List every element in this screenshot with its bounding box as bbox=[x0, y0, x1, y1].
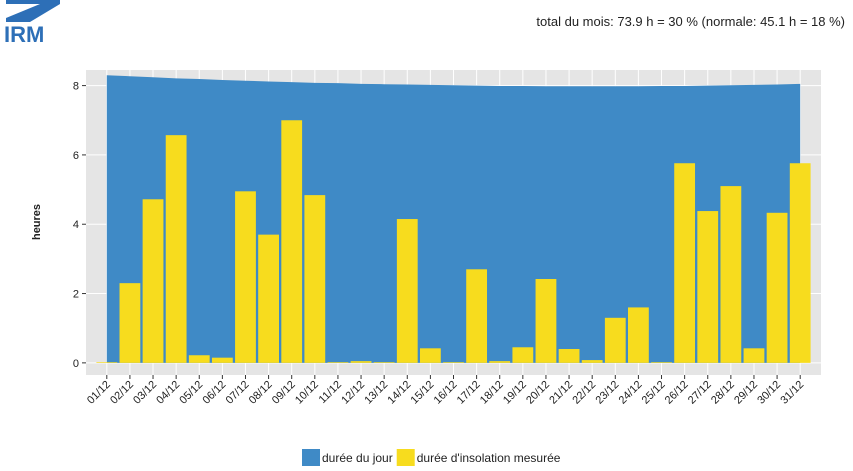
x-tick-label: 11/12 bbox=[317, 379, 344, 406]
bar bbox=[466, 269, 488, 363]
y-tick-label: 4 bbox=[73, 219, 79, 231]
x-tick-label: 27/12 bbox=[686, 379, 714, 407]
bar bbox=[512, 347, 534, 363]
bar bbox=[535, 278, 557, 363]
x-tick-label: 17/12 bbox=[455, 379, 483, 407]
bar bbox=[558, 349, 580, 363]
bar bbox=[443, 362, 464, 363]
bar bbox=[674, 163, 696, 363]
x-tick-label: 13/12 bbox=[362, 379, 390, 407]
bar bbox=[628, 307, 649, 363]
legend-label: durée du jour bbox=[322, 451, 393, 465]
legend-swatch bbox=[396, 449, 415, 466]
y-tick-label: 0 bbox=[73, 358, 79, 370]
x-tick-label: 15/12 bbox=[409, 379, 437, 407]
bar bbox=[651, 362, 672, 363]
bar bbox=[697, 211, 719, 363]
x-tick-label: 21/12 bbox=[547, 379, 575, 407]
bar bbox=[743, 348, 765, 363]
x-tick-label: 07/12 bbox=[224, 379, 252, 407]
bar bbox=[581, 360, 603, 363]
x-tick-label: 05/12 bbox=[177, 379, 205, 407]
legend-label: durée d'insolation mesurée bbox=[417, 451, 561, 465]
x-tick-label: 31/12 bbox=[778, 379, 806, 407]
legend-swatch bbox=[302, 449, 320, 466]
x-tick-label: 08/12 bbox=[247, 379, 275, 407]
x-tick-label: 06/12 bbox=[201, 379, 229, 407]
bar bbox=[304, 195, 326, 363]
x-tick-label: 09/12 bbox=[270, 379, 298, 407]
bar bbox=[96, 362, 118, 363]
x-tick-label: 29/12 bbox=[732, 379, 760, 407]
y-axis-label: heures bbox=[31, 204, 43, 240]
x-tick-label: 12/12 bbox=[339, 379, 367, 407]
x-tick-label: 16/12 bbox=[432, 379, 460, 407]
x-tick-label: 03/12 bbox=[131, 379, 159, 407]
bar bbox=[350, 361, 372, 363]
bar bbox=[604, 317, 626, 363]
logo-text: IRM bbox=[4, 22, 44, 47]
x-tick-label: 19/12 bbox=[501, 379, 529, 407]
bar bbox=[142, 199, 164, 363]
bar bbox=[188, 355, 210, 363]
bar bbox=[281, 120, 303, 363]
bar bbox=[720, 186, 742, 363]
x-tick-label: 18/12 bbox=[478, 379, 506, 407]
bar bbox=[396, 219, 418, 363]
bar bbox=[258, 234, 279, 363]
x-tick-label: 23/12 bbox=[593, 379, 621, 407]
bar bbox=[165, 135, 187, 363]
daylight-area bbox=[106, 75, 801, 363]
x-tick-label: 02/12 bbox=[108, 379, 136, 407]
bar bbox=[766, 212, 788, 363]
y-tick-label: 6 bbox=[73, 150, 79, 162]
x-tick-label: 30/12 bbox=[755, 379, 783, 407]
x-tick-label: 20/12 bbox=[524, 379, 552, 407]
bar bbox=[489, 361, 511, 363]
bar bbox=[327, 362, 349, 363]
x-tick-label: 10/12 bbox=[293, 379, 321, 407]
x-tick-label: 14/12 bbox=[385, 379, 413, 407]
bar bbox=[211, 357, 233, 363]
x-tick-label: 25/12 bbox=[640, 379, 668, 407]
x-tick-label: 26/12 bbox=[663, 379, 691, 407]
x-tick-label: 28/12 bbox=[709, 379, 737, 407]
subtitle: total du mois: 73.9 h = 30 % (normale: 4… bbox=[536, 14, 845, 29]
bar bbox=[119, 283, 141, 363]
logo-mark bbox=[6, 0, 60, 22]
x-tick-label: 01/12 bbox=[85, 379, 113, 407]
x-tick-label: 04/12 bbox=[154, 379, 182, 407]
bar bbox=[419, 348, 441, 363]
y-tick-label: 2 bbox=[73, 289, 79, 301]
y-tick-label: 8 bbox=[73, 81, 79, 93]
x-tick-label: 22/12 bbox=[570, 379, 598, 407]
bar bbox=[235, 191, 256, 363]
x-tick-label: 24/12 bbox=[617, 379, 645, 407]
bar bbox=[373, 362, 395, 363]
bar bbox=[789, 163, 811, 363]
